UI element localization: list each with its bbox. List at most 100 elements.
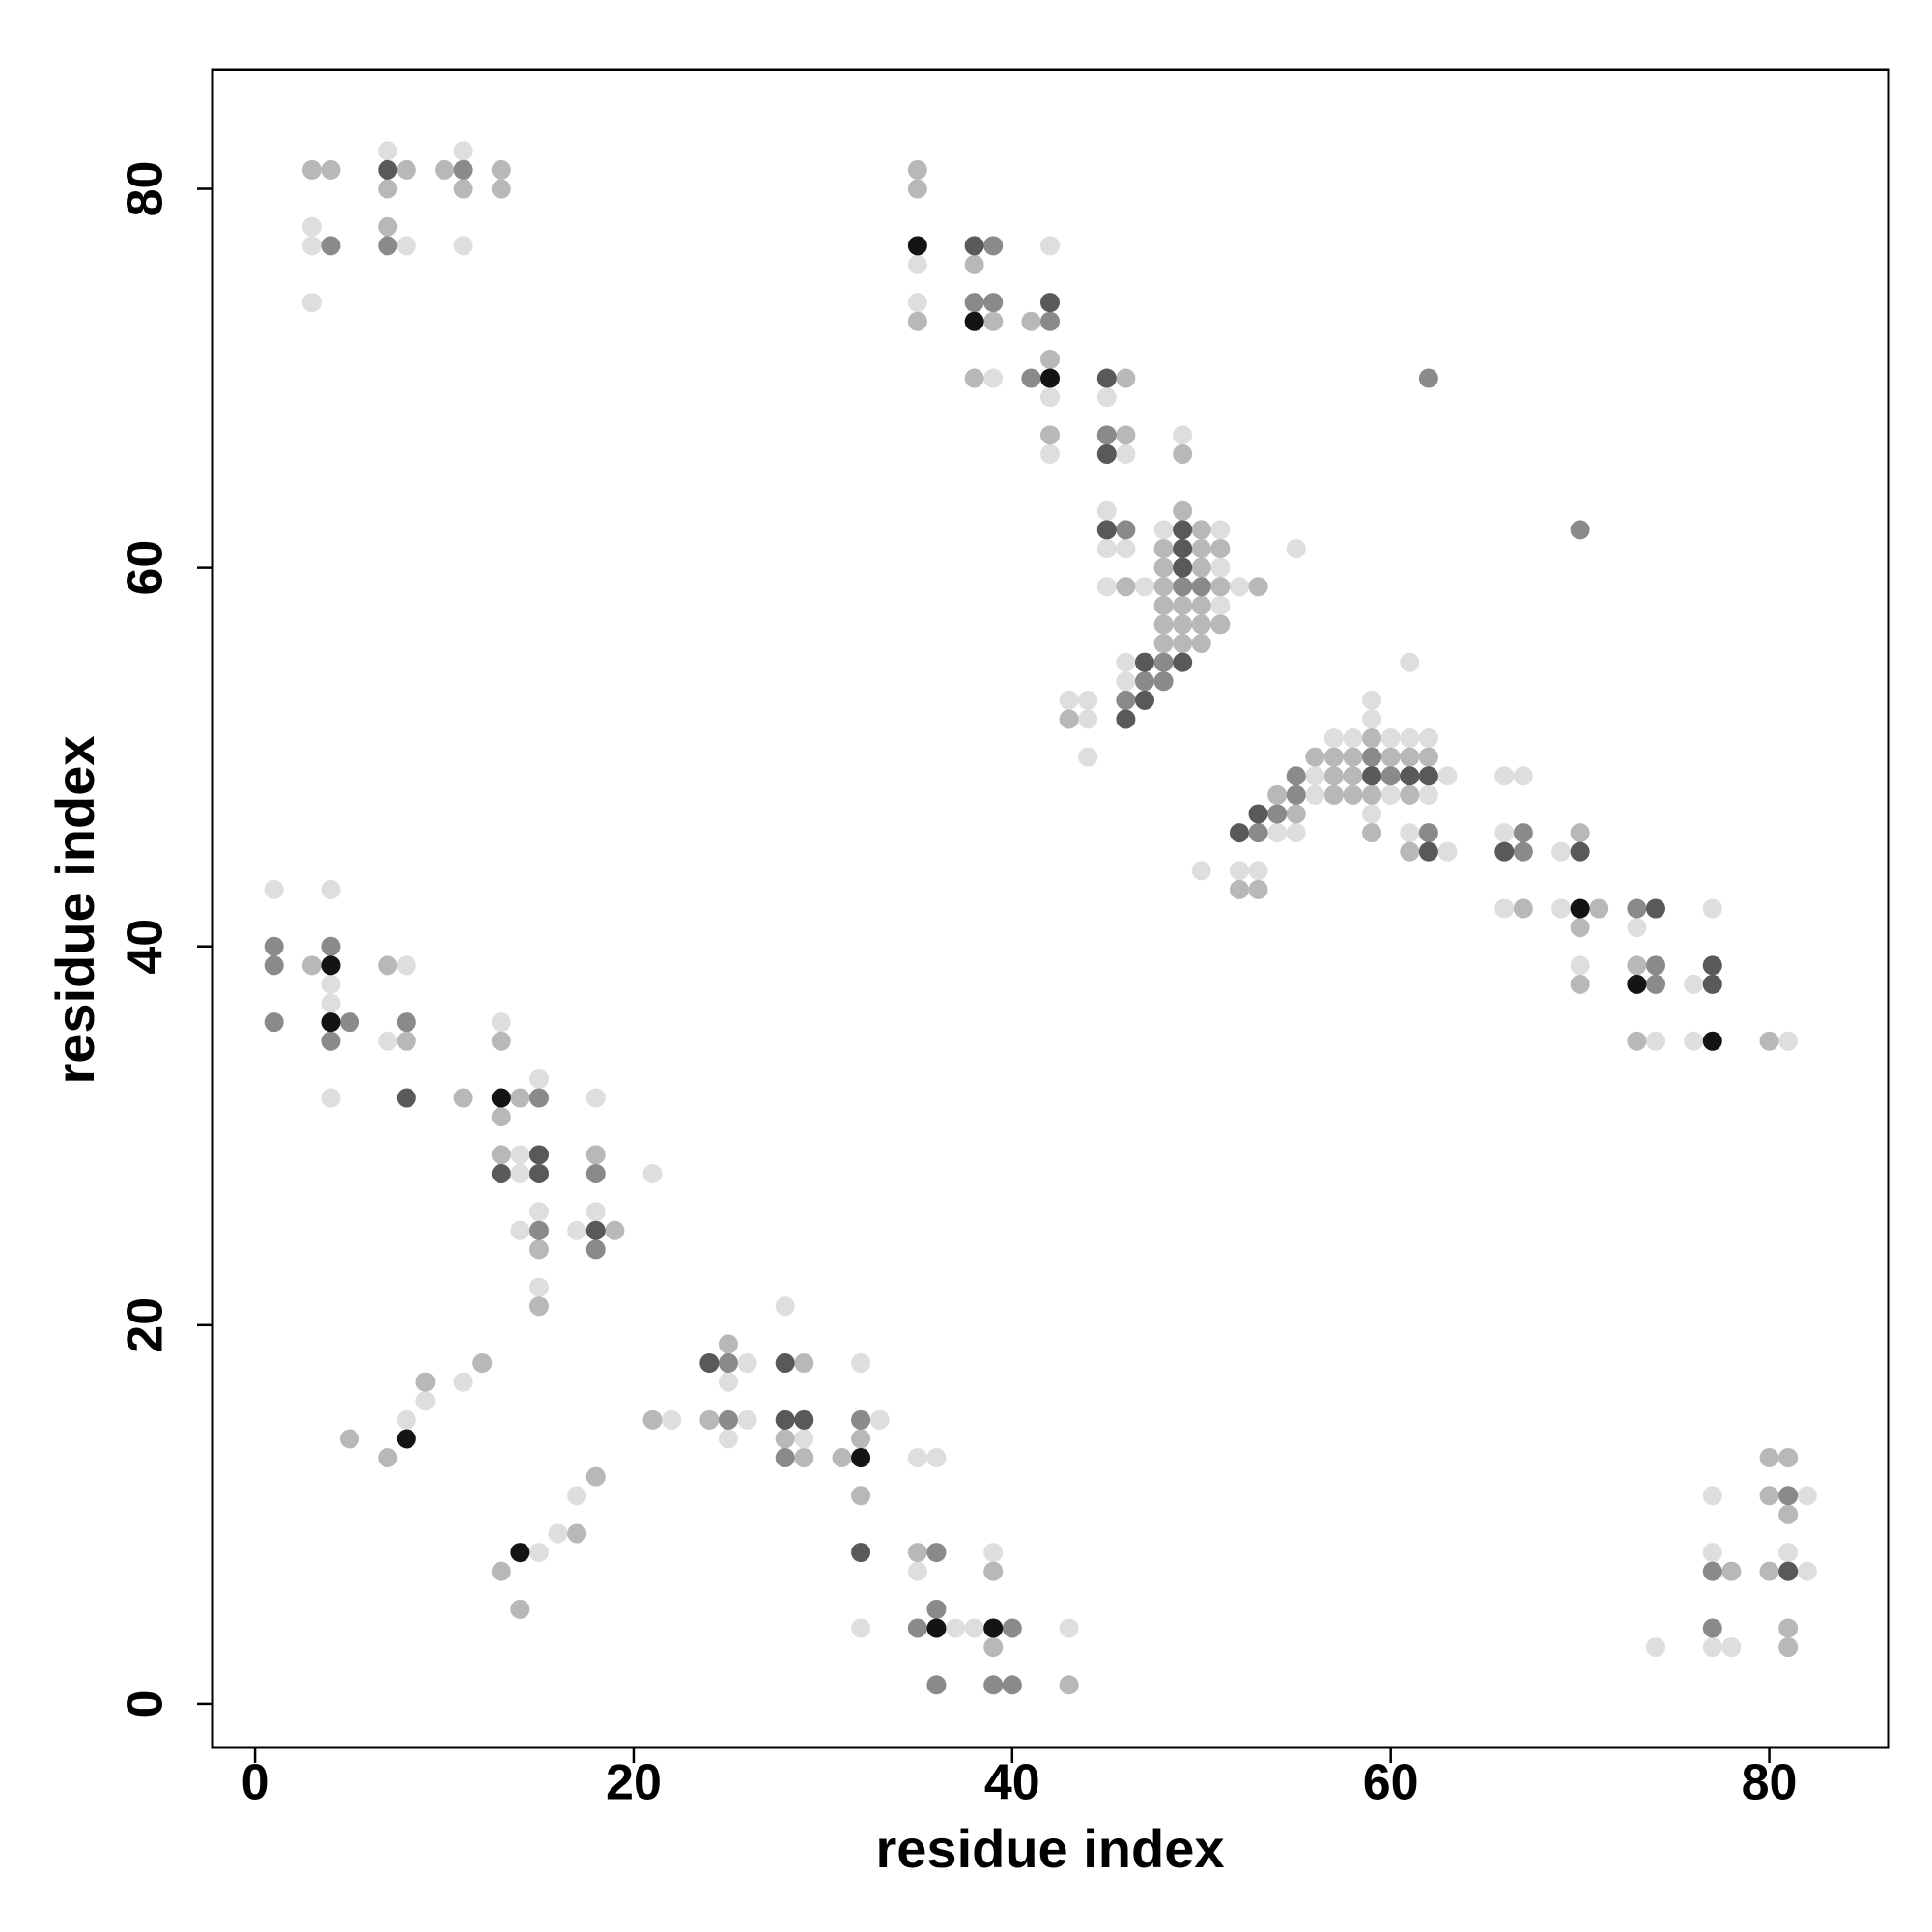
point: [510, 1145, 530, 1165]
point: [1153, 652, 1174, 672]
point: [1116, 671, 1136, 692]
point: [1305, 747, 1325, 767]
point: [528, 1239, 549, 1260]
point: [983, 1675, 1004, 1695]
point: [1153, 595, 1174, 615]
point: [1759, 1561, 1779, 1581]
point: [1040, 387, 1061, 408]
point: [510, 1163, 530, 1183]
point: [1210, 614, 1231, 635]
point: [378, 141, 398, 161]
point: [851, 1618, 871, 1638]
point: [907, 1543, 927, 1563]
point: [1040, 293, 1061, 313]
point: [1040, 368, 1061, 388]
point: [1759, 1031, 1779, 1051]
point: [964, 254, 984, 274]
point: [1570, 898, 1590, 919]
point: [491, 1145, 511, 1165]
point: [396, 1088, 416, 1108]
point: [1494, 898, 1515, 919]
point: [964, 293, 984, 313]
x-tick-label: 60: [1363, 1755, 1419, 1811]
point: [1078, 690, 1098, 710]
point: [1096, 368, 1117, 388]
point: [264, 1012, 284, 1033]
point: [528, 1220, 549, 1240]
point: [1173, 557, 1193, 578]
point: [1191, 577, 1211, 597]
point: [718, 1409, 738, 1430]
point: [1248, 804, 1268, 824]
point: [1400, 784, 1420, 805]
point: [964, 236, 984, 256]
point: [1173, 577, 1193, 597]
point: [1078, 709, 1098, 729]
point: [264, 936, 284, 956]
point: [851, 1409, 871, 1430]
point: [1702, 898, 1722, 919]
point: [1134, 577, 1154, 597]
point: [1267, 804, 1288, 824]
point: [964, 1618, 984, 1638]
point: [378, 179, 398, 199]
point: [1759, 1448, 1779, 1468]
point: [851, 1486, 871, 1506]
point: [510, 1599, 530, 1619]
point: [491, 1163, 511, 1183]
point: [775, 1429, 795, 1449]
point: [1173, 520, 1193, 540]
point: [396, 236, 416, 256]
point: [1191, 557, 1211, 578]
point: [396, 159, 416, 180]
point: [1096, 500, 1117, 521]
point: [1134, 652, 1154, 672]
point: [1002, 1618, 1022, 1638]
point: [983, 293, 1004, 313]
point: [1116, 690, 1136, 710]
point: [415, 1372, 436, 1392]
point: [301, 293, 322, 313]
point: [1210, 520, 1231, 540]
point: [926, 1675, 947, 1695]
point: [321, 955, 341, 976]
point: [926, 1448, 947, 1468]
point: [926, 1618, 947, 1638]
point: [1362, 784, 1382, 805]
point: [964, 368, 984, 388]
point: [1513, 898, 1533, 919]
point: [1778, 1448, 1799, 1468]
point: [301, 216, 322, 237]
point: [983, 368, 1004, 388]
point: [1627, 1031, 1647, 1051]
point: [378, 1031, 398, 1051]
point: [1002, 1675, 1022, 1695]
point: [491, 1031, 511, 1051]
point: [1021, 368, 1041, 388]
point: [378, 1448, 398, 1468]
point: [301, 159, 322, 180]
point: [1134, 690, 1154, 710]
point: [548, 1523, 568, 1544]
point: [1059, 1618, 1079, 1638]
point: [907, 311, 927, 331]
point: [662, 1409, 682, 1430]
point: [983, 1637, 1004, 1658]
point: [1229, 861, 1249, 881]
point: [1494, 841, 1515, 862]
point: [1305, 766, 1325, 786]
point: [1362, 747, 1382, 767]
point: [1343, 747, 1363, 767]
point: [1400, 841, 1420, 862]
point: [1400, 652, 1420, 672]
point: [378, 955, 398, 976]
point: [1040, 349, 1061, 369]
point: [1096, 577, 1117, 597]
point: [775, 1448, 795, 1468]
y-tick-label: 80: [118, 161, 174, 217]
point: [1173, 634, 1193, 654]
point: [1040, 425, 1061, 445]
point: [1494, 823, 1515, 843]
point: [528, 1163, 549, 1183]
